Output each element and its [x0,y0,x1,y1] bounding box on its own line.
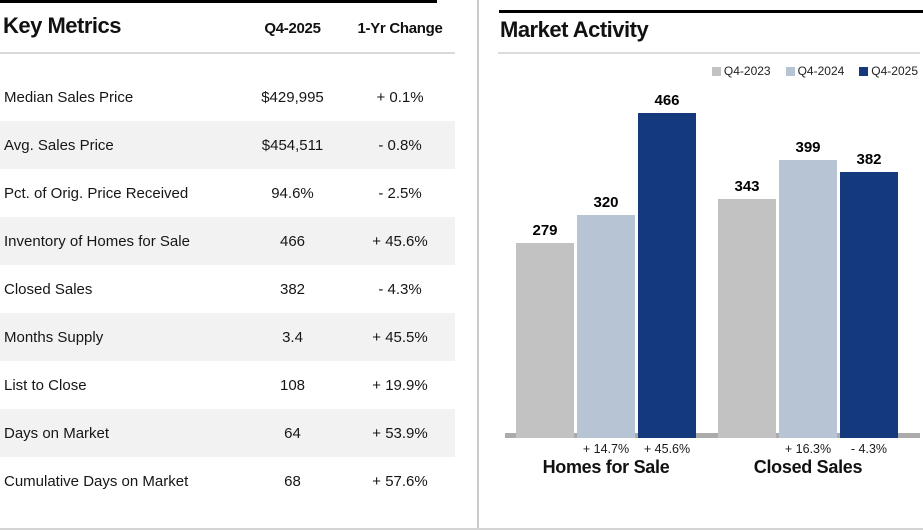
bar-value-label: 399 [795,139,821,156]
change-label [516,442,574,456]
change-label: - 4.3% [850,442,888,456]
table-cell-change: + 45.6% [372,232,428,250]
table-cell-value: 94.6% [271,184,314,202]
bar-group-1: 343 399 382 [718,85,898,438]
change-label [718,442,776,456]
table-cell-value: $454,511 [261,136,324,154]
bar-value-label: 279 [532,222,558,239]
table-cell-value: 64 [284,424,301,442]
bar-Q4-2023 [516,243,574,438]
table-cell-value: $429,995 [261,88,324,106]
table-row: Closed Sales 382 - 4.3% [0,265,455,313]
legend-label: Q4-2024 [797,64,845,78]
page-bottom-rule [0,528,923,530]
table-row: Days on Market 64 + 53.9% [0,409,455,457]
right-header-underline [498,52,920,54]
table-cell-value: 382 [279,280,306,298]
bar-Q4-2023 [718,199,776,438]
table-cell-change: - 4.3% [378,280,422,298]
key-metrics-rows: Median Sales Price $429,995 + 0.1% Avg. Sal… [0,73,455,505]
change-labels-group-0: + 14.7% + 45.6% [516,442,696,456]
group-label-homes-for-sale: Homes for Sale [542,457,670,477]
legend-item: Q4-2025 [859,64,918,78]
bar-Q4-2025 [638,113,696,438]
table-cell-label: List to Close [4,376,87,394]
table-row: Inventory of Homes for Sale 466 + 45.6% [0,217,455,265]
table-cell-value: 108 [279,376,306,394]
change-label: + 16.3% [784,442,832,456]
legend-item: Q4-2024 [785,64,845,78]
column-header-change: 1-Yr Change [357,19,443,37]
left-panel-top-rule [0,0,437,3]
table-cell-change: - 0.8% [378,136,422,154]
bar-value-label: 466 [654,92,680,109]
legend-swatch-icon [859,66,869,76]
bar-Q4-2024 [577,215,635,438]
table-cell-label: Avg. Sales Price [4,136,114,154]
key-metrics-header: Key Metrics Q4-2025 1-Yr Change [0,12,455,41]
bar-column: 466 [638,85,696,438]
change-label: + 14.7% [582,442,630,456]
table-cell-label: Cumulative Days on Market [4,472,189,490]
table-cell-label: Closed Sales [4,280,93,298]
legend-label: Q4-2025 [871,64,918,78]
bar-column: 382 [840,85,898,438]
table-row: Pct. of Orig. Price Received 94.6% - 2.5% [0,169,455,217]
chart-baseline [505,433,920,438]
chart-legend: Q4-2023 Q4-2024 Q4-2025 [711,64,918,78]
group-label-closed-sales: Closed Sales [753,457,863,477]
table-cell-label: Months Supply [4,328,104,346]
table-cell-label: Median Sales Price [4,88,134,106]
table-cell-change: + 19.9% [372,376,428,394]
table-cell-label: Days on Market [4,424,110,442]
table-cell-change: + 57.6% [372,472,428,490]
panel-divider [477,0,479,530]
chart-title: Market Activity [500,17,649,42]
key-metrics-title: Key Metrics [3,13,122,38]
bar-column: 399 [779,85,837,438]
column-header-current: Q4-2025 [264,19,321,37]
legend-item: Q4-2023 [711,64,771,78]
change-label: + 45.6% [643,442,691,456]
bar-column: 279 [516,85,574,438]
table-row: List to Close 108 + 19.9% [0,361,455,409]
right-panel-top-rule [499,10,923,13]
left-header-underline [0,52,455,54]
table-cell-change: + 0.1% [376,88,424,106]
table-row: Avg. Sales Price $454,511 - 0.8% [0,121,455,169]
table-cell-label: Pct. of Orig. Price Received [4,184,189,202]
bar-column: 343 [718,85,776,438]
table-cell-value: 3.4 [282,328,303,346]
bar-value-label: 343 [734,178,760,195]
bar-value-label: 382 [856,151,882,168]
change-labels-group-1: + 16.3% - 4.3% [718,442,898,456]
table-cell-value: 466 [279,232,306,250]
table-row: Median Sales Price $429,995 + 0.1% [0,73,455,121]
table-cell-change: - 2.5% [378,184,422,202]
legend-swatch-icon [785,66,795,76]
bar-group-0: 279 320 466 [516,85,696,438]
table-cell-change: + 45.5% [372,328,428,346]
table-row: Months Supply 3.4 + 45.5% [0,313,455,361]
table-cell-value: 68 [284,472,301,490]
legend-swatch-icon [711,66,721,76]
bar-column: 320 [577,85,635,438]
bar-Q4-2025 [840,172,898,438]
bar-value-label: 320 [593,194,619,211]
legend-label: Q4-2023 [723,64,771,78]
table-row: Cumulative Days on Market 68 + 57.6% [0,457,455,505]
table-cell-change: + 53.9% [372,424,428,442]
bar-Q4-2024 [779,160,837,438]
table-cell-label: Inventory of Homes for Sale [4,232,190,250]
